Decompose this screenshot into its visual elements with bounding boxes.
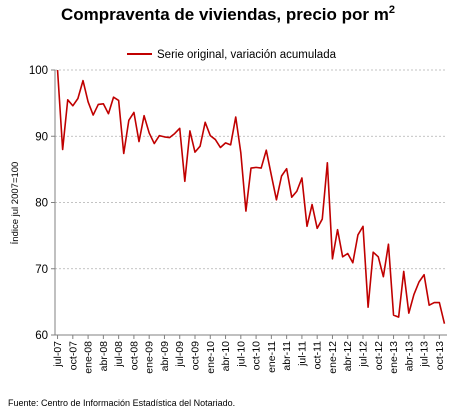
x-tick-label: abr-11: [281, 341, 293, 371]
x-tick-label: jul-11: [296, 341, 308, 367]
y-tick-label: 100: [29, 65, 48, 77]
x-tick-label: ene-08: [83, 341, 95, 374]
x-tick-label: jul-08: [113, 341, 125, 368]
x-tick-label: oct-11: [312, 341, 324, 370]
y-tick-label: 90: [35, 131, 48, 143]
series-line: [56, 69, 446, 324]
x-tick-label: ene-12: [327, 341, 339, 374]
y-tick-label: 80: [35, 198, 48, 210]
x-tick-label: oct-10: [251, 341, 263, 370]
x-tick-label: jul-13: [419, 341, 431, 368]
y-axis-ticks: 60 70 80 90 100: [29, 65, 55, 342]
x-tick-label: abr-09: [159, 341, 171, 372]
x-tick-label: oct-08: [128, 341, 140, 370]
x-tick-label: ene-09: [144, 341, 156, 374]
y-tick-label: 60: [35, 330, 48, 342]
x-tick-label: oct-09: [190, 341, 202, 370]
x-tick-label: ene-11: [266, 341, 278, 373]
chart-title: Compraventa de viviendas, precio por m2: [61, 4, 395, 24]
y-axis-label: Índice jul 2007=100: [10, 162, 21, 245]
y-tick-label: 70: [35, 264, 48, 276]
gridlines: [55, 69, 447, 270]
x-tick-label: jul-09: [174, 341, 186, 368]
x-tick-label: oct-07: [67, 341, 79, 370]
x-tick-label: jul-10: [235, 341, 247, 368]
x-tick-label: jul-07: [52, 341, 64, 368]
x-tick-label: ene-10: [205, 341, 217, 374]
x-tick-label: jul-12: [358, 341, 370, 368]
x-tick-label: abr-12: [342, 341, 354, 372]
x-tick-label: oct-12: [373, 341, 385, 370]
x-tick-label: abr-10: [220, 341, 232, 372]
x-tick-label: abr-08: [98, 341, 110, 372]
x-tick-label: oct-13: [434, 341, 446, 370]
legend: Serie original, variación acumulada: [127, 49, 337, 61]
x-tick-label: abr-13: [403, 341, 415, 372]
source-note: Fuente: Centro de Información Estadístic…: [8, 398, 235, 408]
x-tick-label: ene-13: [388, 341, 400, 374]
series-layer: [56, 69, 446, 324]
legend-label: Serie original, variación acumulada: [157, 49, 337, 61]
x-axis-ticks: jul-07 oct-07 ene-08 abr-08 jul-08 oct-08 ene-…: [52, 335, 446, 374]
